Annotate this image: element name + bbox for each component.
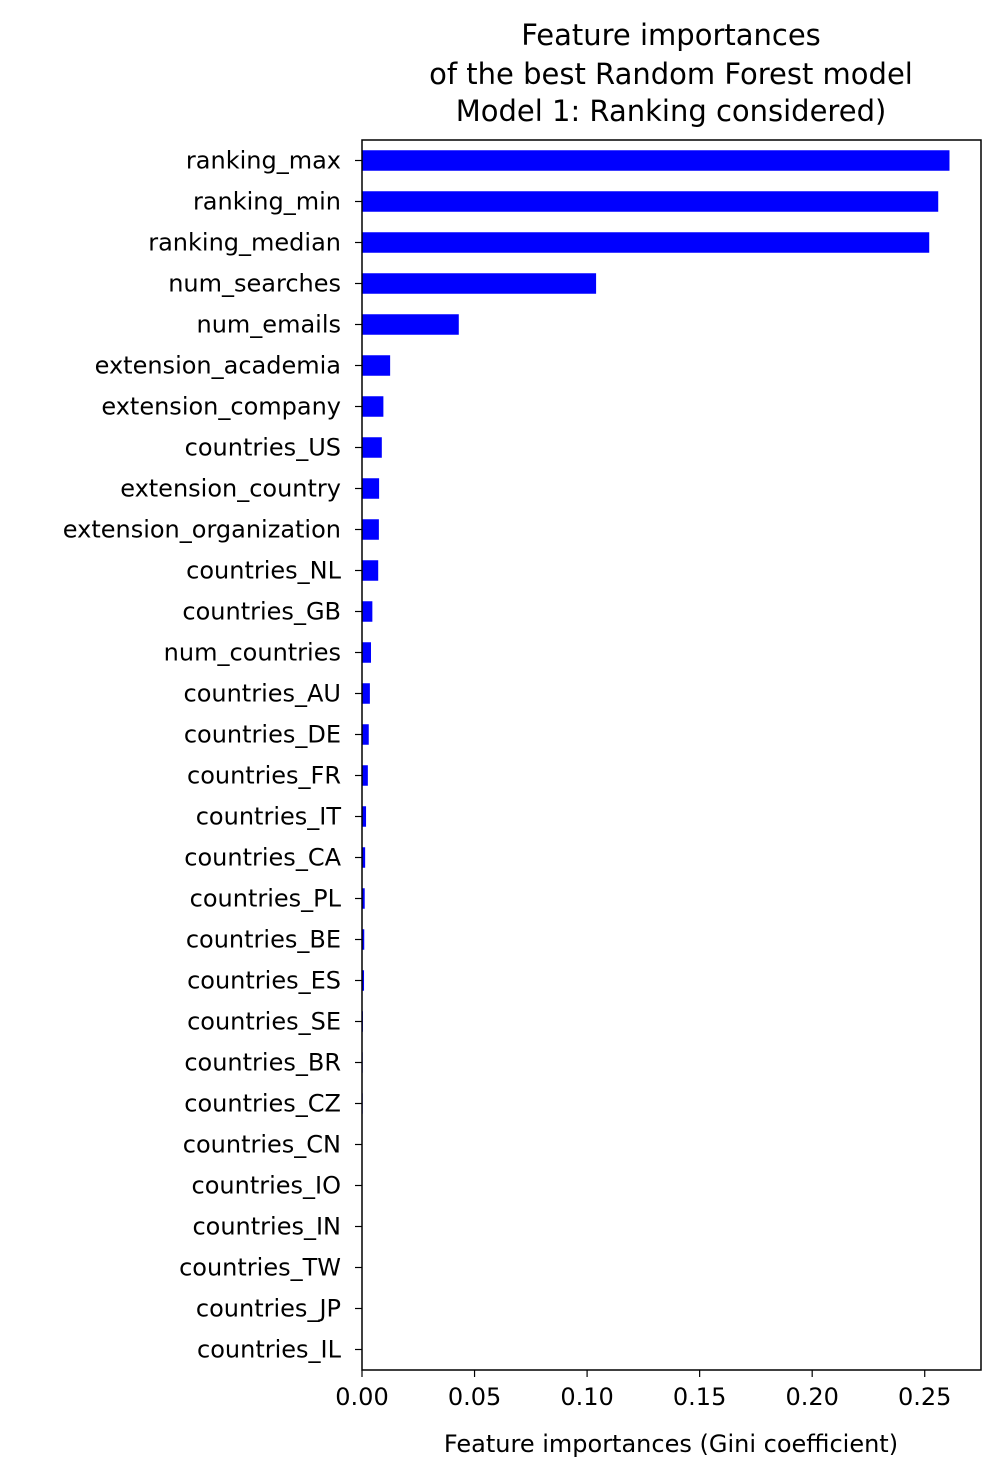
y-tick-label: countries_PL [190,885,342,913]
y-tick-label: extension_academia [95,352,341,380]
bar-countries_IT [362,806,367,827]
y-tick-label: countries_ES [187,967,341,995]
y-tick-label: ranking_median [148,229,341,257]
title-line-1: Feature importances [521,18,821,52]
chart-title: Feature importances of the best Random F… [429,18,913,128]
y-tick-label: countries_CN [183,1131,341,1159]
bar-extension_company [362,396,384,417]
y-tick-label: countries_SE [187,1008,341,1036]
bar-num_emails [362,314,459,335]
bar-countries_US [362,437,382,458]
y-tick-label: countries_IL [197,1336,342,1364]
y-tick-label: countries_IO [192,1172,341,1200]
y-axis-ticks: ranking_max ranking_min ranking_median num_… [63,147,362,1364]
bar-ranking_max [362,150,950,171]
y-tick-label: num_emails [197,311,342,339]
bar-countries_FR [362,765,368,786]
bar-countries_CA [362,847,366,868]
bar-countries_NL [362,560,379,581]
y-tick-label: countries_US [185,434,341,462]
title-line-2: of the best Random Forest model [429,57,913,91]
y-tick-label: extension_country [120,475,341,503]
bar-num_searches [362,273,597,294]
y-tick-label: num_countries [164,639,341,667]
x-tick-label: 0.15 [673,1383,726,1411]
x-tick-label: 0.00 [335,1383,388,1411]
bar-countries_DE [362,724,369,745]
bar-ranking_min [362,191,939,212]
y-tick-label: countries_TW [179,1254,341,1282]
bar-extension_academia [362,355,391,376]
y-tick-label: countries_DE [184,721,341,749]
x-tick-label: 0.20 [785,1383,838,1411]
y-tick-label: countries_IN [192,1213,341,1241]
bar-countries_ES [362,970,365,991]
y-tick-label: countries_IT [196,803,342,831]
y-tick-label: countries_GB [182,598,341,626]
y-tick-label: countries_CZ [184,1090,341,1118]
y-tick-label: ranking_min [193,188,341,216]
bar-countries_AU [362,683,370,704]
y-tick-label: countries_JP [196,1295,341,1323]
y-tick-label: num_searches [168,270,341,298]
y-tick-label: countries_AU [184,680,342,708]
x-tick-label: 0.05 [448,1383,501,1411]
bar-extension_country [362,478,380,499]
y-tick-label: countries_BR [184,1049,341,1077]
y-tick-label: countries_CA [184,844,341,872]
bar-countries_BE [362,929,365,950]
bar-ranking_median [362,232,930,253]
bar-extension_organization [362,519,379,540]
y-tick-label: extension_organization [63,516,341,544]
y-tick-label: extension_company [101,393,341,421]
x-tick-label: 0.25 [898,1383,951,1411]
bar-num_countries [362,642,372,663]
y-tick-label: countries_BE [186,926,341,954]
title-line-3: Model 1: Ranking considered) [456,94,887,128]
x-axis-ticks: 0.00 0.05 0.10 0.15 0.20 0.25 [335,1370,951,1411]
y-tick-label: countries_NL [186,557,341,585]
bar-countries_PL [362,888,365,909]
bar-countries_GB [362,601,373,622]
x-axis-label: Feature importances (Gini coefficient) [444,1430,898,1458]
y-tick-label: countries_FR [187,762,341,790]
x-tick-label: 0.10 [560,1383,613,1411]
bars [362,150,950,1360]
plot-frame [361,139,982,1371]
y-tick-label: ranking_max [186,147,341,175]
